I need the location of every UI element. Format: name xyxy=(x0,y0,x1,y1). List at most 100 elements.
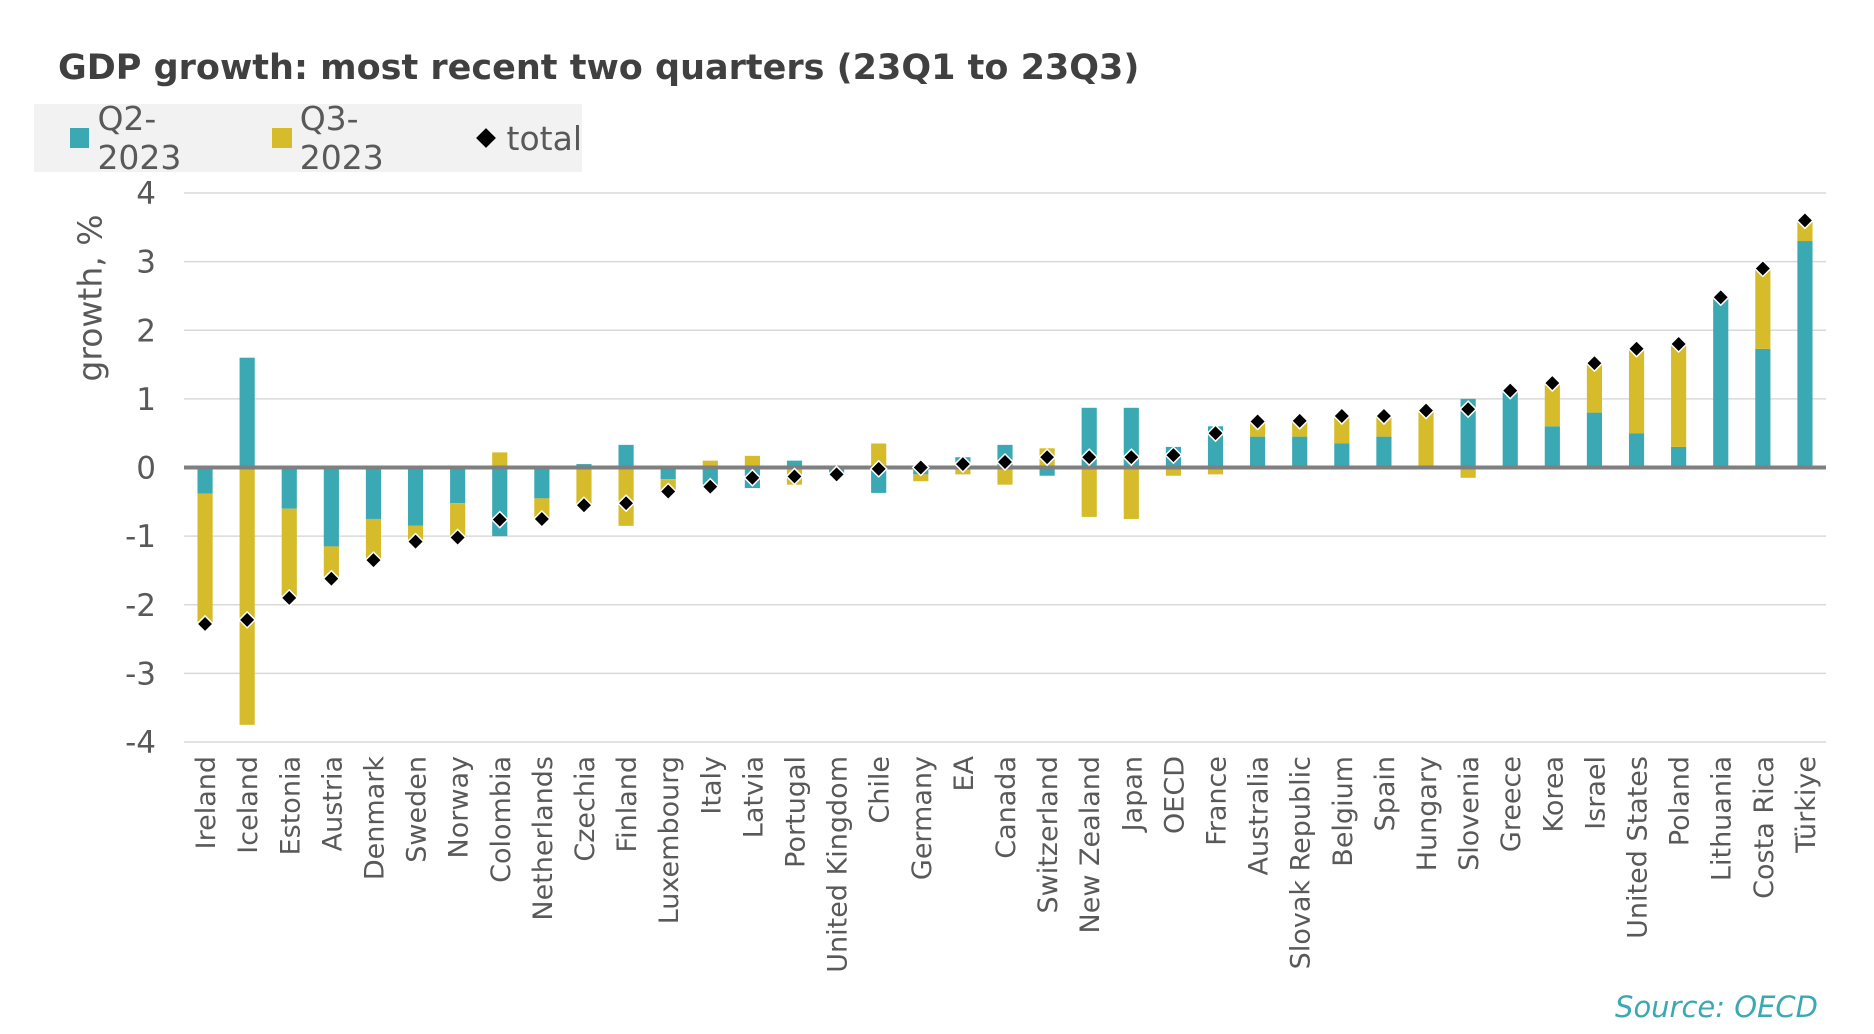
x-tick-label: Lithuania xyxy=(1707,756,1738,881)
total-marker xyxy=(1669,334,1688,354)
bar-q2 xyxy=(1544,426,1560,468)
total-marker xyxy=(238,610,257,629)
total-marker xyxy=(195,614,215,634)
bar-q2 xyxy=(281,467,297,509)
bar-q2 xyxy=(239,357,255,468)
x-tick-label: Ireland xyxy=(191,756,222,849)
bar-q3 xyxy=(871,443,887,468)
y-tick-label: 1 xyxy=(136,382,156,418)
chart-legend: Q2-2023 Q3-2023 total xyxy=(34,99,582,177)
total-marker xyxy=(448,528,467,547)
y-tick-label: -1 xyxy=(125,519,156,555)
x-tick-label: United States xyxy=(1623,756,1654,939)
x-tick-label: Canada xyxy=(991,756,1022,859)
bar-q3 xyxy=(1081,467,1097,517)
x-tick-label: Costa Rica xyxy=(1749,756,1780,899)
bar-q3 xyxy=(239,467,255,725)
total-marker xyxy=(743,468,762,487)
x-tick-label: Türkiye xyxy=(1791,756,1822,854)
bar-q2 xyxy=(1713,295,1729,468)
bar-q3 xyxy=(744,455,760,468)
legend-item-q2: Q2-2023 xyxy=(70,99,236,177)
bar-q2 xyxy=(1586,412,1603,468)
bar-q3 xyxy=(997,467,1013,485)
bar-q3 xyxy=(1628,348,1645,434)
x-tick-label: Norway xyxy=(444,756,475,858)
bar-q3 xyxy=(1207,467,1224,475)
total-marker xyxy=(953,455,972,474)
total-marker xyxy=(1206,424,1225,443)
total-marker xyxy=(659,482,678,501)
total-marker xyxy=(532,509,551,529)
x-tick-label: Greece xyxy=(1496,756,1527,852)
bar-q2 xyxy=(1628,433,1645,468)
bar-q3 xyxy=(281,508,297,598)
x-tick-label: Korea xyxy=(1538,756,1569,833)
x-tick-label: Germany xyxy=(907,756,938,880)
bar-q2 xyxy=(1502,392,1518,468)
bar-q2 xyxy=(365,467,382,519)
total-marker xyxy=(364,551,383,570)
chart-title: GDP growth: most recent two quarters (23… xyxy=(58,48,1140,88)
legend-label-q2: Q2-2023 xyxy=(97,99,182,177)
bar-q2 xyxy=(1039,467,1055,476)
bar-q2 xyxy=(1460,398,1476,468)
bar-q3 xyxy=(913,474,929,482)
x-tick-label: Poland xyxy=(1665,756,1696,846)
bar-q2 xyxy=(702,467,718,485)
bar-q2 xyxy=(1755,348,1771,468)
x-tick-label: EA xyxy=(949,755,980,791)
bar-q3 xyxy=(1123,467,1139,519)
x-tick-label: Netherlands xyxy=(528,756,559,921)
bar-q2 xyxy=(1334,443,1350,468)
source-note: Source: OECD xyxy=(1615,990,1818,1024)
total-marker xyxy=(701,477,720,496)
legend-item-total: total xyxy=(475,119,582,158)
total-marker xyxy=(617,494,636,513)
x-tick-label: Latvia xyxy=(738,756,769,838)
x-tick-label: Estonia xyxy=(275,756,306,855)
total-marker xyxy=(1080,448,1099,467)
x-tick-label: Australia xyxy=(1244,756,1275,875)
bar-q3 xyxy=(576,467,592,506)
bar-q3 xyxy=(1755,268,1771,349)
bar-q3 xyxy=(702,460,718,468)
total-marker xyxy=(280,588,299,607)
total-marker xyxy=(1164,446,1183,465)
x-tick-label: Japan xyxy=(1117,756,1148,833)
total-marker xyxy=(1753,259,1772,278)
bar-q3 xyxy=(1334,414,1350,444)
bar-q2 xyxy=(450,467,466,504)
total-marker xyxy=(1122,448,1141,467)
bar-q3 xyxy=(197,493,213,624)
bar-q2 xyxy=(323,467,339,547)
total-marker xyxy=(1795,211,1815,230)
bar-q3 xyxy=(450,503,466,538)
x-tick-label: United Kingdom xyxy=(823,756,854,973)
x-tick-label: Belgium xyxy=(1328,756,1359,867)
bar-q2 xyxy=(407,467,424,526)
bar-q2 xyxy=(660,467,676,480)
total-marker xyxy=(322,569,341,588)
x-tick-label: Chile xyxy=(865,756,896,824)
total-marker xyxy=(1711,288,1730,307)
bar-q3 xyxy=(1165,467,1181,476)
legend-label-q3: Q3-2023 xyxy=(299,99,384,177)
bar-q2 xyxy=(1797,241,1813,468)
x-tick-label: France xyxy=(1202,756,1233,846)
bar-q3 xyxy=(1544,383,1560,427)
x-tick-label: Slovak Republic xyxy=(1286,756,1317,969)
x-tick-label: Luxembourg xyxy=(654,756,685,924)
bar-q3 xyxy=(1460,467,1476,478)
total-marker xyxy=(1038,448,1057,467)
bar-q3 xyxy=(1418,410,1434,468)
y-tick-label: 0 xyxy=(136,451,156,487)
bar-q2 xyxy=(534,467,550,499)
x-tick-label: Sweden xyxy=(402,756,433,863)
total-marker xyxy=(1416,401,1436,420)
x-tick-label: Hungary xyxy=(1412,756,1443,871)
y-tick-label: -4 xyxy=(125,725,156,761)
bar-q2 xyxy=(197,467,213,494)
legend-swatch-q3 xyxy=(272,128,292,148)
y-tick-label: -2 xyxy=(125,588,156,624)
